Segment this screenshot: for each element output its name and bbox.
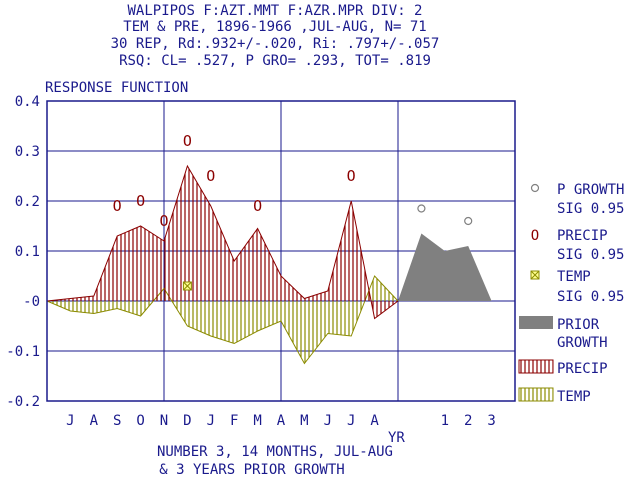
legend-prior-growth-sub: GROWTH	[557, 335, 608, 351]
temp-area	[47, 276, 398, 364]
legend-prior-growth-swatch	[519, 316, 553, 329]
x-tick-label-month-5: D	[183, 413, 191, 429]
prior-growth-area	[398, 233, 492, 301]
y-tick-label-2: 0.2	[15, 194, 40, 210]
precip-sig-marker-5: O	[253, 197, 262, 215]
x-tick-label-month-10: M	[300, 413, 308, 429]
legend-temp-swatch	[518, 387, 554, 402]
legend-precip-sig-label: PRECIP	[557, 228, 608, 244]
legend-precip-sig-symbol: O	[531, 228, 539, 244]
footer-line-1: NUMBER 3, 14 MONTHS, JUL-AUG	[157, 444, 393, 460]
x-tick-label-month-8: M	[253, 413, 261, 429]
x-tick-label-month-6: J	[207, 413, 215, 429]
legend-p-growth-label: P GROWTH	[557, 182, 624, 198]
series-areas	[46, 164, 492, 365]
plot-border	[46, 100, 516, 402]
x-tick-label-prior-2: 3	[487, 413, 495, 429]
legend: P GROWTH SIG 0.95 O PRECIP SIG 0.95 TEMP…	[518, 182, 624, 405]
x-tick-label-prior-0: 1	[441, 413, 449, 429]
precip-sig-marker-2: O	[159, 212, 168, 230]
x-tick-label-month-11: J	[324, 413, 332, 429]
x-tick-label-month-1: A	[90, 413, 99, 429]
legend-precip-sig-sub: SIG 0.95	[557, 247, 624, 263]
x-tick-label-month-9: A	[277, 413, 286, 429]
header-line-1: WALPIPOS F:AZT.MMT F:AZR.MPR DIV: 2	[127, 3, 422, 19]
precip-sig-marker-4: O	[206, 167, 215, 185]
p-growth-sig-marker-0	[417, 204, 426, 213]
y-axis-ticks: 0.4 0.3 0.2 0.1 -0 -0.1 -0.2	[6, 94, 40, 410]
x-tick-label-month-0: J	[66, 413, 74, 429]
y-tick-label-0: 0.4	[15, 94, 40, 110]
header-line-2: TEM & PRE, 1896-1966 ,JUL-AUG, N= 71	[123, 19, 426, 35]
precip-line	[46, 164, 399, 320]
legend-precip-swatch	[518, 359, 554, 374]
legend-prior-growth-label: PRIOR	[557, 317, 600, 333]
y-tick-label-3: 0.1	[15, 244, 40, 260]
chart-title: RESPONSE FUNCTION	[45, 80, 188, 96]
precip-sig-marker-1: O	[136, 192, 145, 210]
x-tick-label-month-2: S	[113, 413, 121, 429]
legend-temp-label: TEMP	[557, 389, 591, 405]
prior-years-axis-label: YR	[388, 430, 405, 446]
footer-line-2: & 3 YEARS PRIOR GROWTH	[159, 462, 344, 478]
y-tick-label-5: -0.1	[6, 344, 40, 360]
x-tick-label-month-12: J	[347, 413, 355, 429]
precip-sig-marker-3: O	[183, 132, 192, 150]
y-tick-label-4: -0	[23, 294, 40, 310]
legend-temp-sig-cross-b	[530, 270, 540, 280]
y-tick-label-1: 0.3	[15, 144, 40, 160]
legend-p-growth-sub: SIG 0.95	[557, 201, 624, 217]
p-growth-sig-marker-1	[464, 216, 473, 226]
precip-area	[47, 166, 398, 319]
y-tick-label-6: -0.2	[6, 394, 40, 410]
x-tick-label-month-3: O	[136, 413, 144, 429]
temp-line	[46, 275, 399, 365]
legend-temp-sig-sub: SIG 0.95	[557, 289, 624, 305]
x-tick-label-month-4: N	[160, 413, 168, 429]
legend-temp-sig-label: TEMP	[557, 269, 591, 285]
x-tick-label-prior-1: 2	[464, 413, 472, 429]
x-tick-label-month-13: A	[370, 413, 379, 429]
header-line-4: RSQ: CL= .527, P GRO= .293, TOT= .819	[119, 53, 431, 69]
legend-precip-label: PRECIP	[557, 361, 608, 377]
precip-sig-marker-6: O	[347, 167, 356, 185]
x-tick-label-month-7: F	[230, 413, 238, 429]
plot-frame	[46, 100, 516, 402]
legend-p-growth-symbol	[530, 183, 540, 193]
precip-sig-marker-0: O	[113, 197, 122, 215]
header-line-3: 30 REP, Rd:.932+/-.020, Ri: .797+/-.057	[111, 36, 440, 52]
temp-sig-marker-cross-b-0	[183, 281, 192, 291]
